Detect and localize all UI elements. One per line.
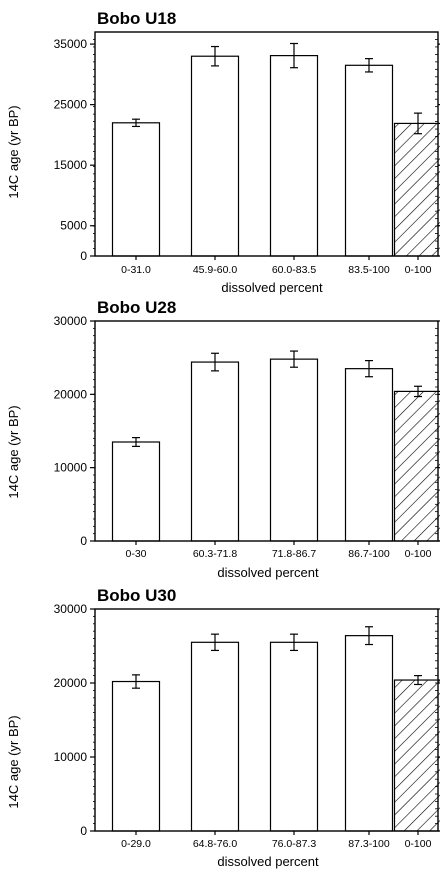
bar xyxy=(393,122,440,257)
y-tick-label: 10000 xyxy=(54,750,88,764)
category-label: 0-100 xyxy=(405,548,432,560)
category-label: 76.0-87.3 xyxy=(272,838,317,850)
bar xyxy=(269,358,319,542)
bar xyxy=(393,679,440,832)
y-tick-label: 35000 xyxy=(54,37,88,51)
y-tick-label: 10000 xyxy=(54,461,88,475)
chart-title: Bobo U28 xyxy=(97,298,176,317)
category-label: 71.8-86.7 xyxy=(272,548,317,560)
category-label: 0-30 xyxy=(125,548,146,560)
bar xyxy=(344,368,394,542)
bar xyxy=(344,635,394,832)
y-axis-label: 14C age (yr BP) xyxy=(6,715,21,808)
bar xyxy=(190,361,240,542)
plot-area: 0-31.0 45.9-60.0 60.0-83.5 83.5-100 0-100 0 50… xyxy=(54,31,440,276)
chart-panel-u28: Bobo U28 14C age (yr BP) dissolved perce… xyxy=(6,298,440,580)
y-tick-label: 0 xyxy=(80,249,87,263)
chart-panel-u30: Bobo U30 14C age (yr BP) dissolved perce… xyxy=(6,586,440,869)
y-tick-label: 15000 xyxy=(54,158,88,172)
x-axis-label: dissolved percent xyxy=(217,565,319,580)
x-axis-label: dissolved percent xyxy=(217,854,319,869)
bar xyxy=(111,122,161,257)
category-label: 64.8-76.0 xyxy=(193,838,238,850)
bar xyxy=(393,390,440,542)
y-axis-label: 14C age (yr BP) xyxy=(6,105,21,198)
bar xyxy=(111,441,161,542)
y-tick-label: 30000 xyxy=(54,602,88,616)
category-label: 0-100 xyxy=(405,264,432,276)
category-label: 60.0-83.5 xyxy=(272,264,317,276)
category-label: 83.5-100 xyxy=(348,264,390,276)
y-tick-label: 30000 xyxy=(54,314,88,328)
category-label: 45.9-60.0 xyxy=(193,264,238,276)
y-tick-label: 0 xyxy=(80,824,87,838)
category-label: 0-31.0 xyxy=(121,264,151,276)
chart-panel-u18: Bobo U18 14C age (yr BP) dissolved perce… xyxy=(6,9,440,295)
y-tick-label: 0 xyxy=(80,534,87,548)
category-label: 86.7-100 xyxy=(348,548,390,560)
bar xyxy=(269,641,319,832)
category-label: 0-29.0 xyxy=(121,838,151,850)
y-axis-label: 14C age (yr BP) xyxy=(6,405,21,498)
chart-title: Bobo U18 xyxy=(97,9,176,28)
plot-area: 0-30 60.3-71.8 71.8-86.7 86.7-100 0-100 0 1000… xyxy=(54,314,440,560)
bar xyxy=(111,680,161,832)
bar xyxy=(190,641,240,832)
y-tick-label: 20000 xyxy=(54,387,88,401)
x-axis-label: dissolved percent xyxy=(221,280,323,295)
category-label: 0-100 xyxy=(405,838,432,850)
plot-area: 0-29.0 64.8-76.0 76.0-87.3 87.3-100 0-100 0 10… xyxy=(54,602,440,850)
category-label: 87.3-100 xyxy=(348,838,390,850)
chart-title: Bobo U30 xyxy=(97,586,176,605)
category-label: 60.3-71.8 xyxy=(193,548,238,560)
bar xyxy=(190,55,240,257)
y-tick-label: 20000 xyxy=(54,676,88,690)
bar xyxy=(344,64,394,257)
y-tick-label: 5000 xyxy=(60,219,87,233)
bar xyxy=(269,55,319,257)
y-tick-label: 25000 xyxy=(54,98,88,112)
